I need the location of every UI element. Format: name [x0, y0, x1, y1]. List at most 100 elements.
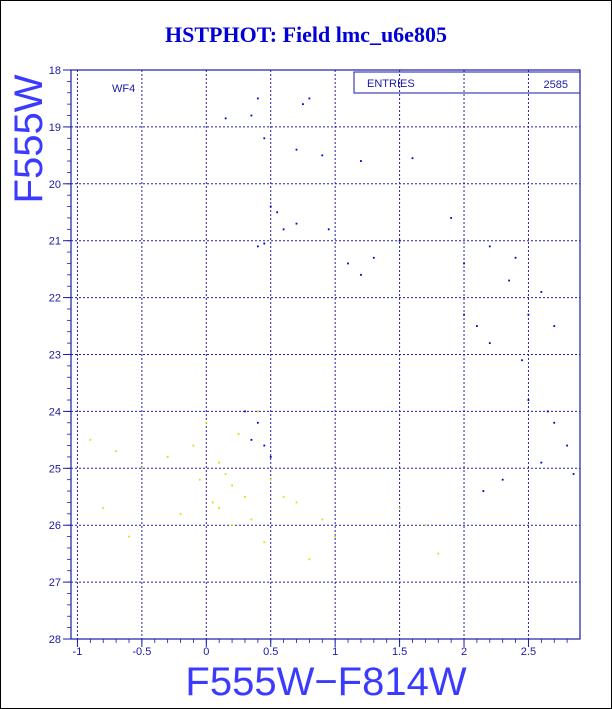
blue-star-point — [527, 313, 530, 316]
series-blue-points — [224, 97, 575, 492]
yellow-star-point — [192, 444, 195, 447]
yellow-star-point — [140, 467, 143, 470]
blue-star-point — [553, 325, 556, 327]
blue-star-point — [347, 262, 349, 265]
x-tick-labels: -1 -0.5 0 0.5 1 1.5 2 2.5 — [73, 646, 537, 658]
yellow-star-point — [102, 507, 105, 510]
yellow-star-point — [437, 552, 440, 555]
blue-star-point — [463, 313, 465, 316]
y-tick-label: 24 — [49, 406, 61, 418]
blue-star-point — [250, 114, 253, 117]
y-tick-label: 23 — [49, 350, 61, 362]
blue-star-point — [263, 444, 266, 447]
yellow-star-point — [231, 484, 233, 487]
blue-star-point — [256, 245, 259, 248]
yellow-star-point — [244, 495, 246, 498]
x-tick-label: 1 — [332, 646, 338, 658]
blue-star-point — [224, 117, 227, 120]
blue-star-point — [411, 157, 414, 160]
yellow-star-point — [256, 410, 259, 413]
blue-star-point — [256, 421, 259, 424]
yellow-star-point — [263, 541, 266, 544]
blue-star-point — [269, 456, 272, 458]
y-tick-label: 18 — [49, 65, 61, 77]
x-tick-label: -1 — [73, 646, 83, 658]
y-tick-label: 22 — [49, 293, 61, 305]
yellow-star-point — [218, 507, 221, 510]
x-axis-label: F555W−F814W — [185, 660, 466, 704]
blue-star-point — [321, 154, 324, 157]
blue-star-point — [327, 228, 330, 231]
yellow-star-point — [282, 495, 285, 498]
yellow-star-point — [198, 478, 201, 481]
yellow-star-point — [205, 421, 208, 424]
x-tick-label: 0 — [203, 646, 209, 658]
blue-star-point — [508, 279, 511, 282]
yellow-star-point — [250, 518, 253, 521]
x-tick-label: -0.5 — [132, 646, 151, 658]
y-tick-label: 27 — [49, 577, 61, 589]
blue-star-point — [250, 438, 253, 441]
x-tick-label: 0.5 — [263, 646, 278, 658]
yellow-star-point — [211, 501, 214, 504]
x-tick-label: 2.5 — [521, 646, 536, 658]
blue-star-point — [308, 97, 311, 100]
blue-star-point — [546, 410, 549, 413]
gridlines — [71, 70, 580, 639]
blue-star-point — [501, 478, 504, 481]
yellow-star-point — [166, 456, 169, 458]
blue-star-point — [488, 245, 491, 248]
blue-star-point — [263, 242, 266, 245]
blue-star-point — [482, 490, 485, 492]
blue-star-point — [521, 359, 523, 362]
stats-box — [353, 71, 581, 94]
yellow-star-point — [115, 450, 118, 453]
yellow-star-point — [179, 512, 182, 515]
blue-star-point — [360, 160, 362, 162]
y-tick-label: 19 — [49, 122, 61, 134]
yellow-star-point — [237, 433, 240, 436]
x-tick-label: 1.5 — [392, 646, 407, 658]
series-yellow-points — [89, 410, 440, 561]
yellow-star-point — [334, 535, 337, 538]
y-tick-label: 26 — [49, 520, 61, 532]
blue-star-point — [244, 410, 246, 413]
blue-star-point — [276, 211, 279, 214]
blue-star-point — [488, 342, 491, 345]
blue-star-point — [476, 325, 478, 327]
blue-star-point — [295, 222, 298, 225]
blue-star-point — [540, 461, 543, 464]
yellow-star-point — [128, 535, 130, 538]
blue-star-point — [263, 137, 266, 140]
blue-star-point — [372, 256, 375, 259]
blue-star-point — [398, 239, 401, 242]
blue-star-point — [553, 421, 556, 424]
blue-star-point — [295, 148, 298, 151]
blue-star-point — [302, 103, 304, 106]
y-tick-label: 28 — [49, 634, 61, 646]
blue-star-point — [514, 256, 517, 259]
blue-star-point — [269, 205, 272, 208]
chart-title: HSTPHOT: Field lmc_u6e805 — [165, 22, 447, 47]
blue-star-point — [566, 444, 569, 447]
x-tick-label: 2 — [461, 646, 467, 658]
yellow-star-point — [308, 558, 311, 561]
y-tick-label: 25 — [49, 463, 61, 475]
blue-star-point — [360, 273, 362, 276]
yellow-star-point — [224, 473, 227, 475]
blue-star-point — [572, 473, 575, 475]
blue-star-point — [463, 262, 465, 265]
yellow-star-point — [231, 524, 233, 527]
blue-star-point — [540, 291, 543, 293]
blue-star-point — [527, 399, 530, 401]
blue-star-point — [282, 228, 285, 231]
blue-star-point — [450, 217, 453, 219]
stats-entries-value: 2585 — [544, 79, 568, 91]
yellow-star-point — [424, 524, 427, 527]
yellow-star-point — [321, 518, 324, 521]
yellow-star-point — [295, 501, 298, 504]
yellow-star-point — [269, 478, 272, 481]
yellow-star-point — [89, 438, 92, 441]
y-axis-label: F555W — [7, 74, 51, 203]
